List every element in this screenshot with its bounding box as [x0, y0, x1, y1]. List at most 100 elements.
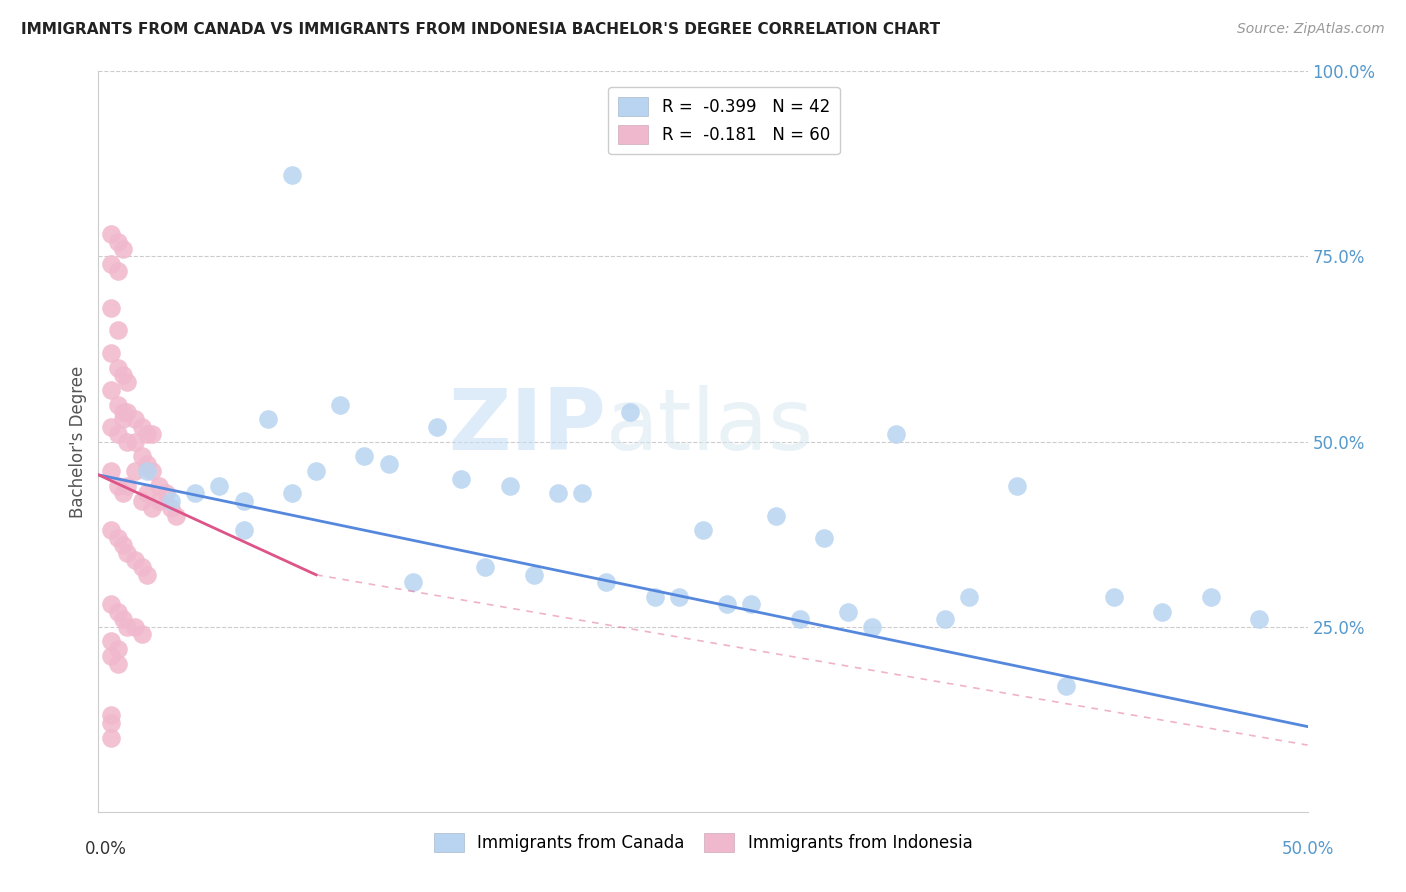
Point: [141, 501, 163, 516]
Point: [135, 427, 157, 442]
Point: [886, 427, 908, 442]
Point: [837, 605, 859, 619]
Point: [160, 501, 183, 516]
Point: [232, 493, 254, 508]
Point: [450, 471, 472, 485]
Point: [100, 598, 122, 612]
Point: [117, 619, 139, 633]
Point: [100, 708, 122, 723]
Text: atlas: atlas: [606, 385, 814, 468]
Point: [117, 376, 139, 390]
Y-axis label: Bachelor's Degree: Bachelor's Degree: [69, 366, 87, 517]
Point: [117, 434, 139, 449]
Point: [789, 612, 811, 626]
Point: [148, 493, 170, 508]
Point: [111, 242, 134, 256]
Point: [107, 360, 129, 375]
Point: [111, 368, 134, 382]
Point: [111, 405, 134, 419]
Point: [135, 567, 157, 582]
Point: [111, 538, 134, 552]
Point: [117, 546, 139, 560]
Point: [135, 457, 157, 471]
Point: [100, 649, 122, 664]
Point: [107, 641, 129, 656]
Point: [619, 405, 641, 419]
Point: [957, 590, 980, 604]
Point: [100, 345, 122, 359]
Point: [100, 257, 122, 271]
Point: [716, 598, 738, 612]
Point: [131, 627, 153, 641]
Point: [329, 398, 352, 412]
Point: [100, 731, 122, 745]
Point: [765, 508, 787, 523]
Point: [934, 612, 956, 626]
Point: [668, 590, 690, 604]
Point: [184, 486, 207, 500]
Point: [256, 412, 278, 426]
Point: [107, 479, 129, 493]
Point: [107, 398, 129, 412]
Point: [107, 235, 129, 249]
Point: [1249, 612, 1271, 626]
Point: [100, 715, 122, 730]
Text: IMMIGRANTS FROM CANADA VS IMMIGRANTS FROM INDONESIA BACHELOR'S DEGREE CORRELATIO: IMMIGRANTS FROM CANADA VS IMMIGRANTS FRO…: [21, 22, 941, 37]
Point: [155, 486, 177, 500]
Point: [100, 464, 122, 478]
Point: [474, 560, 496, 574]
Point: [692, 524, 714, 538]
Point: [402, 575, 425, 590]
Point: [107, 657, 129, 671]
Point: [813, 531, 835, 545]
Point: [571, 486, 593, 500]
Point: [131, 560, 153, 574]
Point: [165, 508, 187, 523]
Point: [232, 524, 254, 538]
Point: [595, 575, 617, 590]
Point: [117, 479, 139, 493]
Point: [353, 450, 375, 464]
Text: ZIP: ZIP: [449, 385, 606, 468]
Point: [141, 427, 163, 442]
Point: [644, 590, 666, 604]
Point: [1152, 605, 1174, 619]
Point: [1054, 679, 1077, 693]
Point: [498, 479, 520, 493]
Point: [107, 324, 129, 338]
Point: [1199, 590, 1222, 604]
Point: [124, 434, 146, 449]
Point: [131, 450, 153, 464]
Point: [305, 464, 328, 478]
Point: [281, 168, 304, 182]
Point: [107, 531, 129, 545]
Point: [111, 612, 134, 626]
Text: 50.0%: 50.0%: [1281, 840, 1334, 858]
Point: [426, 419, 449, 434]
Point: [281, 486, 304, 500]
Point: [124, 619, 146, 633]
Point: [208, 479, 231, 493]
Point: [860, 619, 883, 633]
Point: [107, 264, 129, 278]
Point: [148, 479, 170, 493]
Point: [107, 605, 129, 619]
Point: [100, 301, 122, 316]
Point: [100, 419, 122, 434]
Point: [107, 427, 129, 442]
Point: [131, 419, 153, 434]
Point: [117, 405, 139, 419]
Point: [523, 567, 546, 582]
Point: [124, 553, 146, 567]
Point: [100, 227, 122, 242]
Point: [100, 524, 122, 538]
Point: [131, 493, 153, 508]
Point: [1007, 479, 1029, 493]
Point: [100, 634, 122, 648]
Point: [377, 457, 399, 471]
Point: [111, 412, 134, 426]
Point: [160, 493, 183, 508]
Point: [547, 486, 569, 500]
Text: Source: ZipAtlas.com: Source: ZipAtlas.com: [1237, 22, 1385, 37]
Point: [111, 486, 134, 500]
